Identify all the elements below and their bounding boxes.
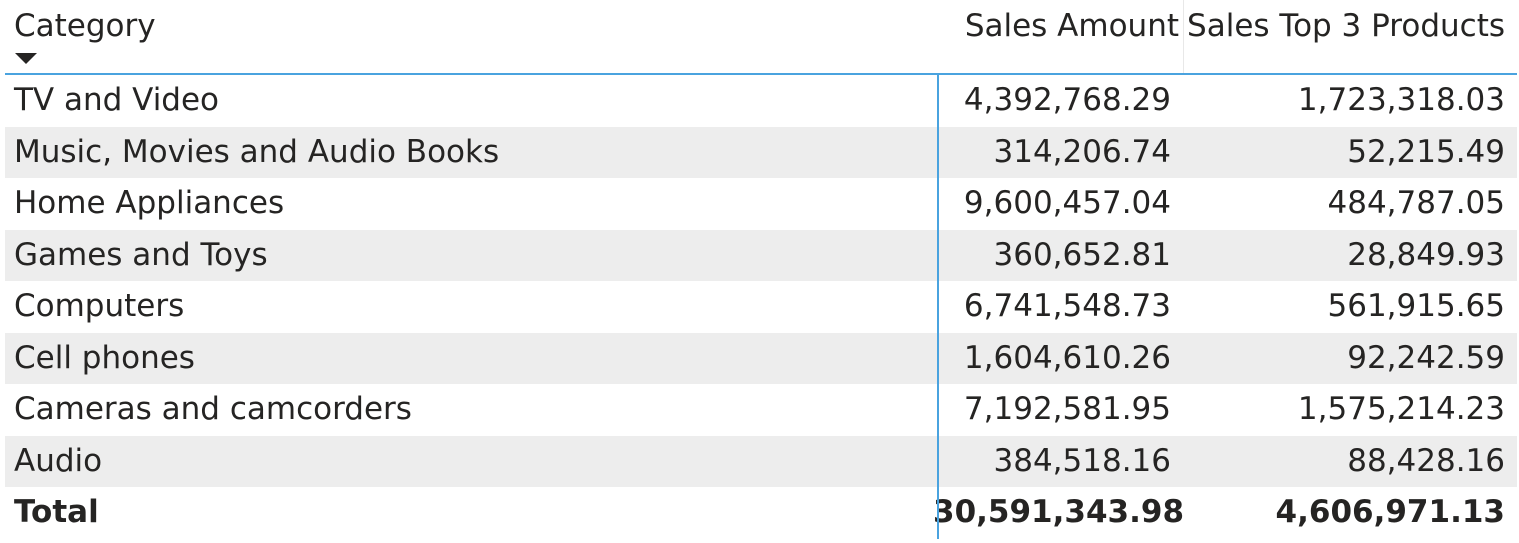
table-row[interactable]: Audio 384,518.16 88,428.16 — [5, 435, 1517, 487]
category-cell: Audio — [14, 442, 103, 479]
column-header-category[interactable]: Category — [5, 0, 933, 73]
category-cell: Cell phones — [14, 339, 195, 376]
total-label: Total — [14, 494, 99, 530]
column-header-sales-top3[interactable]: Sales Top 3 Products — [1183, 0, 1517, 73]
sort-descending-icon[interactable] — [15, 53, 37, 64]
table-row[interactable]: Games and Toys 360,652.81 28,849.93 — [5, 229, 1517, 281]
table-row[interactable]: Cell phones 1,604,610.26 92,242.59 — [5, 332, 1517, 384]
sales-top3-cell: 92,242.59 — [1347, 339, 1505, 376]
category-cell: Games and Toys — [14, 236, 268, 273]
category-cell: Music, Movies and Audio Books — [14, 133, 500, 170]
table-row[interactable]: Music, Movies and Audio Books 314,206.74… — [5, 126, 1517, 178]
table-row[interactable]: Home Appliances 9,600,457.04 484,787.05 — [5, 178, 1517, 230]
table-row[interactable]: Cameras and camcorders 7,192,581.95 1,57… — [5, 384, 1517, 436]
sales-top3-cell: 88,428.16 — [1347, 442, 1505, 479]
sales-amount-cell: 384,518.16 — [993, 442, 1172, 479]
total-sales-amount: 30,591,343.98 — [933, 494, 1185, 530]
sales-amount-cell: 7,192,581.95 — [963, 391, 1171, 427]
sales-top3-cell: 28,849.93 — [1347, 236, 1505, 273]
total-sales-top3: 4,606,971.13 — [1275, 494, 1505, 530]
sales-top3-cell: 484,787.05 — [1327, 185, 1506, 221]
category-cell: Home Appliances — [14, 185, 285, 221]
column-header-label: Category — [14, 8, 156, 44]
table-header: Category Sales Amount Sales Top 3 Produc… — [5, 0, 1517, 75]
sales-top3-cell: 1,723,318.03 — [1297, 82, 1505, 118]
sales-top3-cell: 561,915.65 — [1327, 288, 1506, 324]
sales-top3-cell: 52,215.49 — [1347, 133, 1505, 170]
sales-top3-cell: 1,575,214.23 — [1297, 391, 1505, 427]
sales-amount-cell: 1,604,610.26 — [963, 339, 1171, 376]
sales-amount-cell: 360,652.81 — [993, 236, 1172, 273]
row-header-divider[interactable] — [937, 75, 939, 539]
sales-amount-cell: 314,206.74 — [993, 133, 1172, 170]
category-cell: TV and Video — [14, 82, 220, 118]
column-header-label: Sales Amount — [964, 8, 1179, 44]
table-row[interactable]: Computers 6,741,548.73 561,915.65 — [5, 281, 1517, 333]
column-header-sales-amount[interactable]: Sales Amount — [933, 0, 1183, 73]
category-cell: Cameras and camcorders — [14, 391, 412, 427]
total-row[interactable]: Total 30,591,343.98 4,606,971.13 — [5, 487, 1517, 539]
matrix-table: Category Sales Amount Sales Top 3 Produc… — [5, 0, 1517, 539]
sales-amount-cell: 4,392,768.29 — [963, 82, 1171, 118]
category-cell: Computers — [14, 288, 185, 324]
sales-amount-cell: 9,600,457.04 — [963, 185, 1171, 221]
table-row[interactable]: TV and Video 4,392,768.29 1,723,318.03 — [5, 75, 1517, 127]
sales-amount-cell: 6,741,548.73 — [963, 288, 1171, 324]
column-divider[interactable] — [1183, 0, 1184, 73]
column-header-label: Sales Top 3 Products — [1187, 8, 1505, 44]
